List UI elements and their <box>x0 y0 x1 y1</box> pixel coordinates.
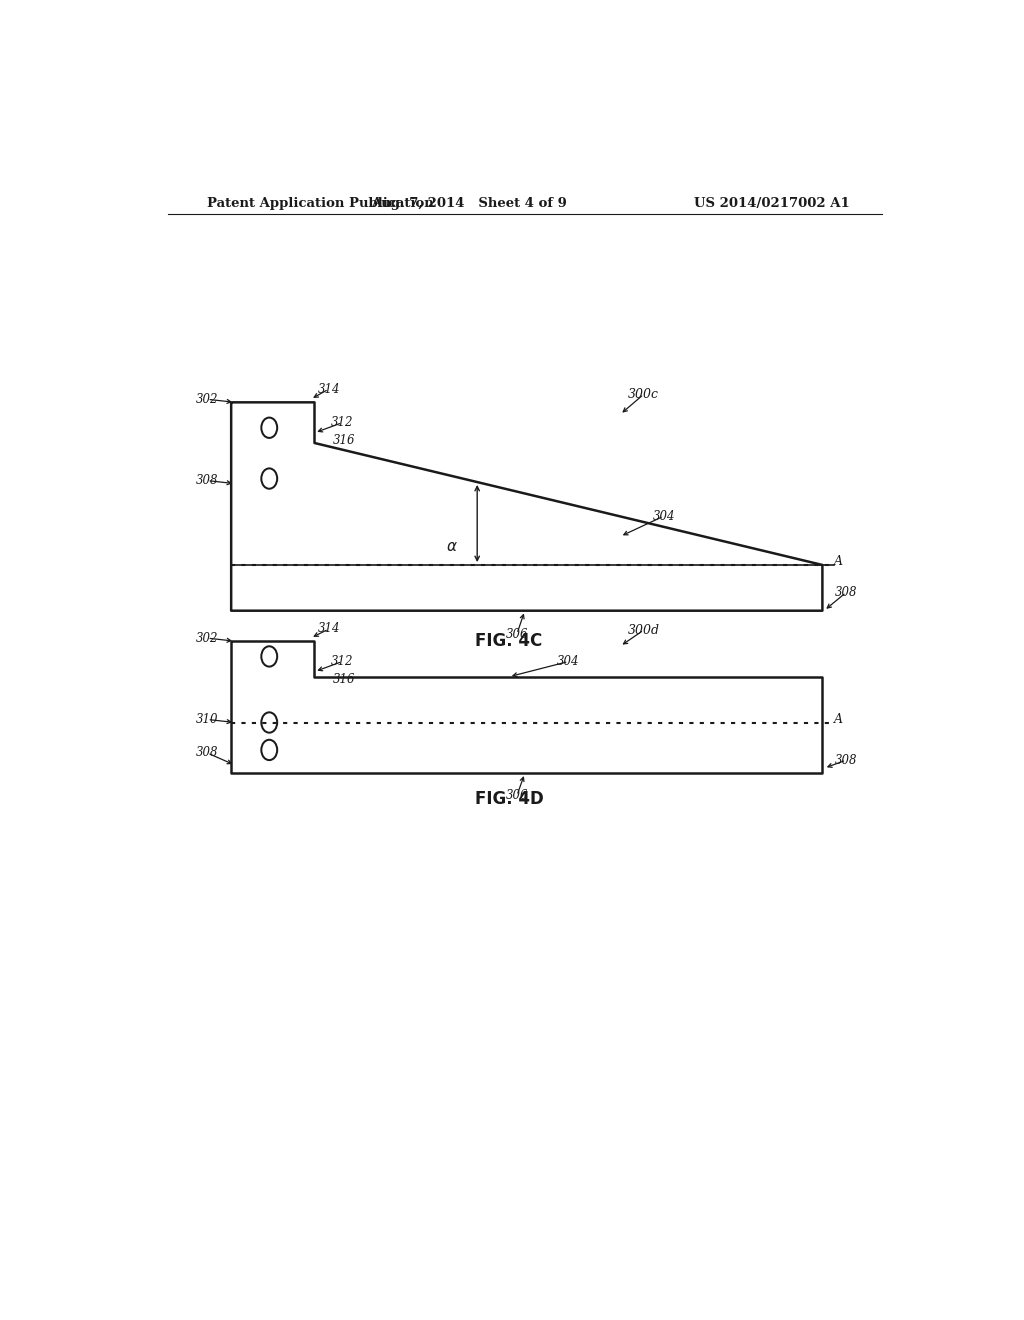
Text: 302: 302 <box>197 632 218 644</box>
Text: 310: 310 <box>197 713 218 726</box>
Text: 304: 304 <box>557 655 580 668</box>
Text: 302: 302 <box>197 393 218 405</box>
Text: A: A <box>835 713 844 726</box>
Text: FIG. 4D: FIG. 4D <box>474 789 544 808</box>
Text: 304: 304 <box>652 510 675 523</box>
Text: Patent Application Publication: Patent Application Publication <box>207 197 434 210</box>
Text: 314: 314 <box>317 383 340 396</box>
Text: 312: 312 <box>331 655 353 668</box>
Text: 308: 308 <box>835 586 857 599</box>
Text: 306: 306 <box>506 627 528 640</box>
Text: 314: 314 <box>317 623 340 635</box>
Text: Aug. 7, 2014   Sheet 4 of 9: Aug. 7, 2014 Sheet 4 of 9 <box>372 197 567 210</box>
Text: US 2014/0217002 A1: US 2014/0217002 A1 <box>694 197 850 210</box>
Text: 316: 316 <box>333 673 355 686</box>
Text: 308: 308 <box>197 747 218 759</box>
Text: FIG. 4C: FIG. 4C <box>475 632 543 651</box>
Text: $\alpha$: $\alpha$ <box>445 539 458 554</box>
Text: 306: 306 <box>506 789 528 803</box>
Text: A: A <box>835 556 844 569</box>
Text: 308: 308 <box>835 754 857 767</box>
Text: 308: 308 <box>197 474 218 487</box>
Text: 300d: 300d <box>628 623 659 636</box>
Text: 316: 316 <box>333 434 355 447</box>
Text: 300c: 300c <box>629 388 659 401</box>
Text: 312: 312 <box>331 416 353 429</box>
